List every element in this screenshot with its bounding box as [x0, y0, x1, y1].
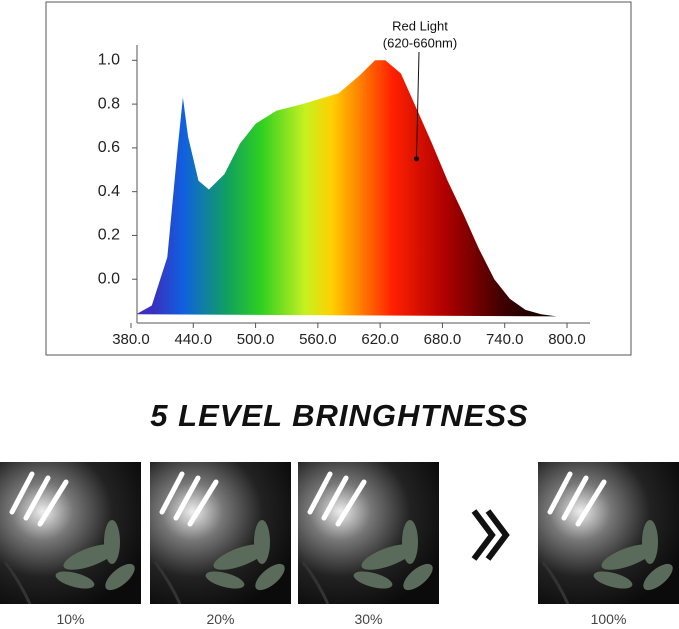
- lamp-photo: [0, 462, 141, 604]
- chart-frame: [45, 1, 632, 356]
- x-tick-label: 440.0: [175, 331, 213, 348]
- annotation-text: Red Light: [392, 18, 448, 33]
- lamp-photo: [298, 462, 439, 604]
- annotation-dot: [413, 156, 419, 162]
- level-label: 100%: [590, 611, 627, 627]
- y-tick-label: 0.2: [98, 227, 120, 244]
- x-tick-label: 620.0: [361, 331, 399, 348]
- x-tick-label: 560.0: [299, 331, 337, 348]
- x-tick-label: 740.0: [486, 331, 524, 348]
- annotation-text: (620-660nm): [383, 35, 457, 50]
- y-tick-label: 0.8: [98, 95, 120, 112]
- y-tick-label: 1.0: [98, 52, 120, 69]
- x-tick-label: 380.0: [112, 331, 150, 348]
- level-label: 20%: [206, 611, 235, 627]
- lamp-photo: [150, 462, 291, 604]
- annotation-leader: [415, 51, 420, 159]
- x-tick-label: 680.0: [424, 331, 462, 348]
- y-tick-label: 0.0: [98, 270, 120, 287]
- lamp-photo: [538, 462, 679, 604]
- x-tick-label: 800.0: [548, 331, 586, 348]
- y-tick-label: 0.6: [98, 139, 120, 156]
- x-tick-label: 500.0: [237, 331, 275, 348]
- chevron-icon: [471, 509, 510, 561]
- chart: 0.0 0.2 0.4 0.6 0.8 1.0 380.0 440.0 500.0 560.0 62…: [45, 1, 632, 356]
- spectrum-area: [136, 60, 557, 317]
- level-label: 10%: [56, 611, 85, 627]
- heading: 5 LEVEL BRINGHTNESS: [150, 398, 529, 433]
- level-label: 30%: [354, 611, 383, 627]
- y-tick-label: 0.4: [98, 183, 120, 200]
